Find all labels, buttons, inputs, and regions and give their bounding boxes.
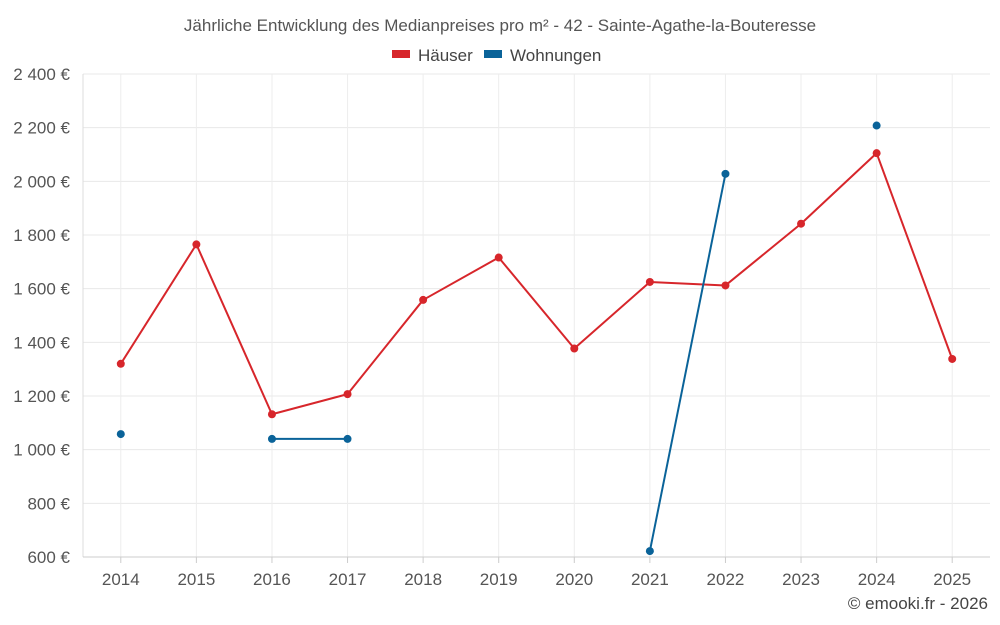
series-wohnungen — [116, 121, 881, 556]
data-point[interactable] — [872, 121, 881, 130]
data-point[interactable] — [570, 344, 579, 353]
y-tick-label: 2 200 € — [13, 119, 70, 138]
data-point[interactable] — [797, 219, 806, 228]
data-point[interactable] — [419, 295, 428, 304]
x-tick-label: 2025 — [933, 570, 971, 589]
data-point[interactable] — [267, 434, 276, 443]
data-point[interactable] — [721, 169, 730, 178]
y-tick-label: 1 000 € — [13, 441, 70, 460]
y-tick-label: 800 € — [27, 494, 70, 513]
data-point[interactable] — [116, 359, 125, 368]
data-point[interactable] — [267, 410, 276, 419]
x-tick-label: 2020 — [555, 570, 593, 589]
series-line — [119, 152, 954, 416]
legend: Häuser Wohnungen — [392, 46, 601, 65]
y-tick-label: 1 400 € — [13, 333, 70, 352]
x-tick-label: 2022 — [707, 570, 745, 589]
y-tick-label: 2 000 € — [13, 172, 70, 191]
chart-title: Jährliche Entwicklung des Medianpreises … — [184, 16, 816, 35]
y-tick-label: 1 600 € — [13, 280, 70, 299]
x-tick-label: 2024 — [858, 570, 896, 589]
data-point[interactable] — [116, 430, 125, 439]
legend-label-wohnungen: Wohnungen — [510, 46, 601, 65]
x-tick-label: 2014 — [102, 570, 140, 589]
x-tick-label: 2017 — [329, 570, 367, 589]
x-tick-label: 2015 — [177, 570, 215, 589]
y-tick-label: 1 800 € — [13, 226, 70, 245]
data-point[interactable] — [872, 149, 881, 158]
x-tick-label: 2016 — [253, 570, 291, 589]
legend-label-haeuser: Häuser — [418, 46, 473, 65]
series-haeuser — [116, 149, 957, 419]
legend-item-haeuser[interactable]: Häuser — [392, 46, 473, 65]
axes: 600 € 800 € 1 000 € 1 200 € 1 400 € 1 600 € 1 … — [13, 65, 990, 589]
x-tick-label: 2021 — [631, 570, 669, 589]
x-tick-label: 2023 — [782, 570, 820, 589]
y-tick-label: 2 400 € — [13, 65, 70, 84]
data-point[interactable] — [343, 390, 352, 399]
y-tick-label: 1 200 € — [13, 387, 70, 406]
data-point[interactable] — [192, 240, 201, 249]
series — [116, 121, 957, 556]
data-point[interactable] — [645, 547, 654, 556]
legend-item-wohnungen[interactable]: Wohnungen — [484, 46, 601, 65]
x-tick-label: 2018 — [404, 570, 442, 589]
data-point[interactable] — [494, 253, 503, 262]
series-line — [648, 172, 727, 553]
data-point[interactable] — [721, 281, 730, 290]
grid — [83, 73, 990, 558]
x-tick-label: 2019 — [480, 570, 518, 589]
legend-swatch-wohnungen — [484, 50, 502, 58]
data-point[interactable] — [948, 354, 957, 363]
data-point[interactable] — [645, 277, 654, 286]
legend-swatch-haeuser — [392, 50, 410, 58]
credit: © emooki.fr - 2026 — [848, 594, 988, 613]
y-tick-label: 600 € — [27, 548, 70, 567]
data-point[interactable] — [343, 434, 352, 443]
